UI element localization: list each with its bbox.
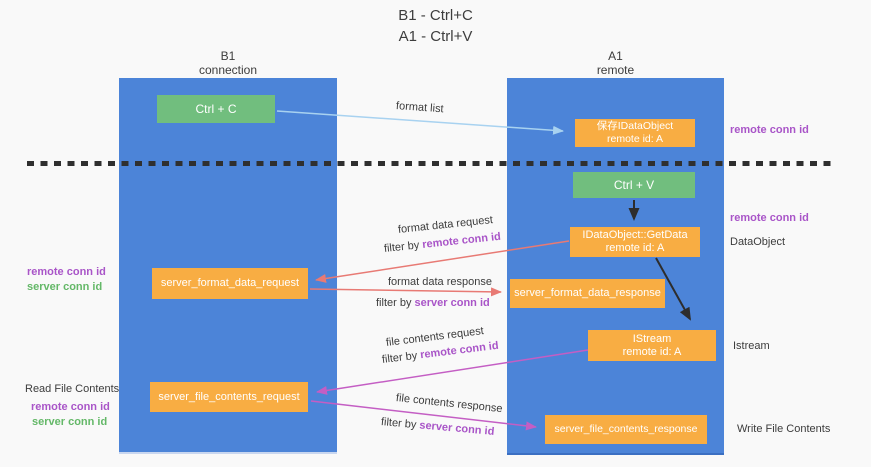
save-idataobject-box: 保存IDataObject remote id: A <box>575 119 695 147</box>
server-file-contents-request-label: server_file_contents_request <box>158 390 300 403</box>
server-format-data-request-box: server_format_data_request <box>152 268 308 299</box>
ctrl-c-label: Ctrl + C <box>195 102 237 116</box>
title-line-2: A1 - Ctrl+V <box>398 28 473 45</box>
format-data-response-arrow <box>309 287 502 297</box>
read-file-contents-label: Read File Contents <box>25 383 120 395</box>
filter-by-text: filter by <box>376 297 412 309</box>
server-format-data-response-label: server_format_data_response <box>514 287 661 299</box>
save-idataobject-line1: 保存IDataObject <box>596 120 674 132</box>
lane-b1-subtitle: connection <box>198 63 258 77</box>
filter-by-text: filter by <box>381 349 418 366</box>
save-idataobject-line2: remote id: A <box>606 133 664 145</box>
getdata-line1: IDataObject::GetData <box>582 229 688 241</box>
server-conn-id-text: server conn id <box>418 419 495 438</box>
title-line-1: B1 - Ctrl+C <box>398 7 473 24</box>
getdata-box: IDataObject::GetData remote id: A <box>570 227 700 257</box>
right-remote-conn-id-label-top: remote conn id <box>730 124 809 136</box>
istream-side-label: Istream <box>733 340 770 352</box>
istream-line1: IStream <box>632 332 672 345</box>
istream-box: IStream remote id: A <box>588 330 716 361</box>
server-file-contents-response-box: server_file_contents_response <box>545 415 707 444</box>
filter-by-server-conn-id-1: filter by server conn id <box>376 297 490 309</box>
server-file-contents-request-box: server_file_contents_request <box>150 382 308 412</box>
left-remote-conn-id-label: remote conn id <box>27 266 106 278</box>
dashed-divider <box>27 161 833 166</box>
right-remote-conn-id-label-mid: remote conn id <box>730 212 809 224</box>
ctrl-c-box: Ctrl + C <box>157 95 275 123</box>
page-title: B1 - Ctrl+C A1 - Ctrl+V <box>0 5 871 47</box>
remote-conn-id-text: remote conn id <box>421 230 502 251</box>
write-file-contents-label: Write File Contents <box>737 423 831 435</box>
lane-header-b1: B1 connection <box>119 49 337 77</box>
filter-by-text: filter by <box>383 239 420 255</box>
server-format-data-response-box: server_format_data_response <box>510 279 665 308</box>
lane-a1-title: A1 <box>608 49 623 63</box>
lane-a1-subtitle: remote <box>596 63 635 77</box>
lane-header-a1: A1 remote <box>507 49 724 77</box>
server-format-data-request-label: server_format_data_request <box>160 277 300 289</box>
filter-by-server-conn-id-2: filter by server conn id <box>380 416 494 438</box>
server-file-contents-response-label: server_file_contents_response <box>554 423 698 435</box>
format-list-label: format list <box>395 100 444 116</box>
lane-b1-title: B1 <box>220 49 236 63</box>
dataobject-label: DataObject <box>730 236 786 248</box>
getdata-line2: remote id: A <box>605 242 665 254</box>
file-contents-response-label: file contents response <box>395 392 504 416</box>
ctrl-v-label: Ctrl + V <box>613 178 655 192</box>
left-server-conn-id-label: server conn id <box>27 281 103 293</box>
left-remote-conn-id-label-2: remote conn id <box>31 401 110 413</box>
filter-by-text: filter by <box>380 416 417 432</box>
istream-line2: remote id: A <box>622 345 682 358</box>
ctrl-v-box: Ctrl + V <box>573 172 695 198</box>
format-data-response-label: format data response <box>388 276 492 288</box>
left-server-conn-id-label-2: server conn id <box>32 416 108 428</box>
server-conn-id-text: server conn id <box>414 297 490 309</box>
